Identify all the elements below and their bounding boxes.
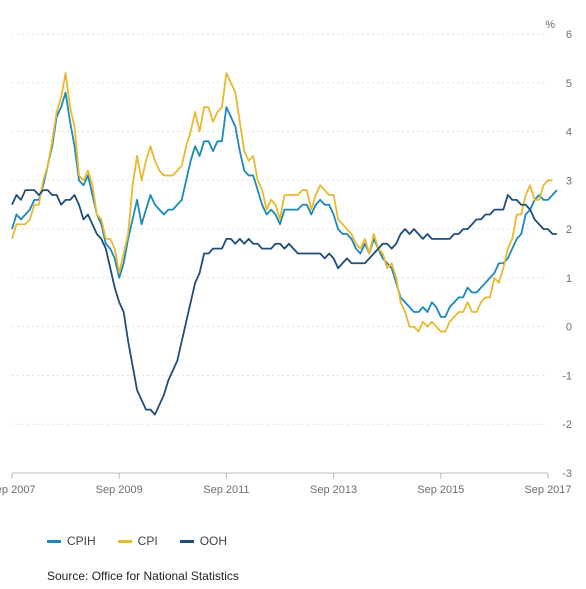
y-tick-label: 6	[566, 29, 572, 41]
legend-swatch	[117, 539, 132, 543]
y-axis-unit-label: %	[545, 19, 555, 31]
legend-label: CPIH	[67, 534, 96, 548]
x-axis: Sep 2007 Sep 2009 Sep 2011 Sep 2013 Sep 2015…	[0, 472, 572, 496]
grid-lines	[12, 33, 548, 425]
legend-item-ooh: OOH	[179, 534, 228, 548]
y-tick-label: -2	[562, 419, 572, 431]
x-tick-label: Sep 2009	[96, 484, 143, 496]
legend-swatch	[47, 539, 61, 543]
y-tick-label: 4	[566, 127, 572, 139]
source-note: Source: Office for National Statistics	[47, 569, 239, 583]
legend-label: OOH	[199, 534, 228, 548]
x-tick-label: Sep 2017	[524, 484, 571, 496]
y-tick-label: -1	[562, 370, 572, 382]
legend-swatch	[179, 539, 194, 543]
x-tick-label: Sep 2011	[203, 484, 249, 496]
legend: CPIH CPI OOH	[47, 534, 227, 548]
series-line-cpi	[11, 72, 553, 333]
series-line-cpih	[11, 91, 558, 318]
y-axis-ticks: -3 -2 -1 0 1 2 3 4 5 6	[562, 29, 572, 480]
legend-label: CPI	[137, 534, 158, 548]
legend-item-cpih: CPIH	[47, 534, 96, 548]
x-tick-label: Sep 2015	[417, 484, 464, 496]
series-line-ooh	[11, 189, 557, 416]
y-tick-label: -3	[562, 468, 572, 480]
series-lines	[11, 72, 558, 416]
y-tick-label: 1	[566, 273, 572, 285]
y-tick-label: 3	[566, 175, 572, 187]
y-tick-label: 5	[566, 78, 572, 90]
y-tick-label: 2	[566, 224, 572, 236]
y-tick-label: 0	[566, 322, 572, 334]
legend-item-cpi: CPI	[117, 534, 158, 548]
x-tick-label: Sep 2007	[0, 484, 36, 496]
x-tick-label: Sep 2013	[310, 484, 357, 496]
